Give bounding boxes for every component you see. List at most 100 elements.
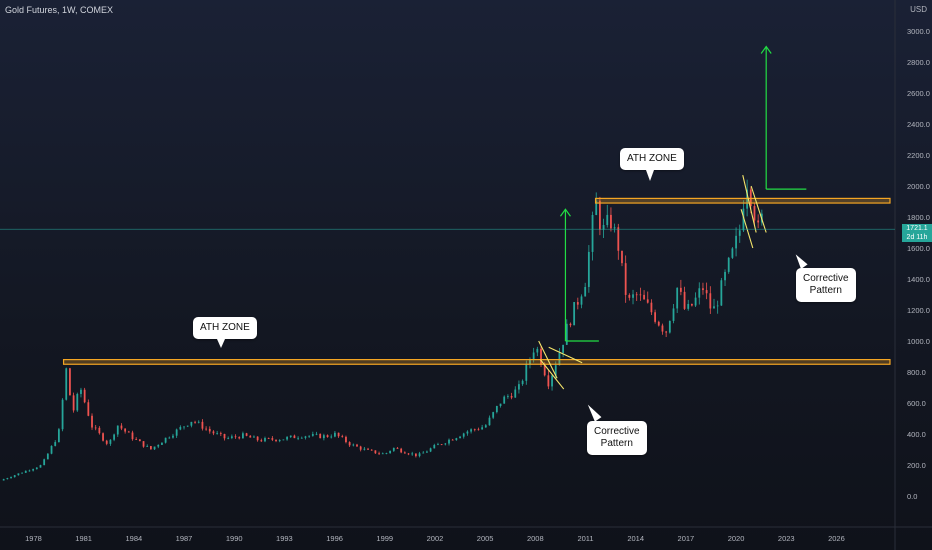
candle-body [506,396,509,397]
price-axis[interactable]: 0.0 200.0 400.0 600.0 800.0 1000.0 1200.0 1400.… [907,27,930,501]
candle-body [451,439,454,441]
candle-body [521,380,524,385]
candle-body [495,405,498,413]
x-tick-label: 1993 [276,534,293,543]
candle-body [282,439,285,441]
candle-body [91,415,93,428]
candle-body [551,375,553,387]
candle-body [94,427,97,429]
candle-body [146,446,149,447]
y-tick-label: 2400.0 [907,120,930,129]
candle-body [414,453,417,457]
wedge-line [742,175,757,233]
wedge-line [750,185,767,233]
candle-body [687,303,690,309]
candle-body [562,344,564,353]
candle-body [17,473,20,476]
candle-body [289,435,292,438]
candle-body [39,465,42,468]
current-price-value: 1721.1 [906,225,928,233]
candle-body [113,434,115,440]
candle-body [179,427,182,430]
candle-body [319,433,322,439]
candle-body [76,393,79,411]
candle-body [124,428,127,432]
x-tick-label: 2017 [678,534,695,543]
candle-body [61,399,64,430]
candle-body [683,291,686,309]
ath-zone-callout-1[interactable]: ATH ZONE [193,317,257,348]
candle-body [197,421,200,423]
candle-body [540,348,542,365]
candle-body [720,280,723,306]
candle-body [300,437,303,439]
candle-body [212,431,215,434]
candle-body [216,433,219,435]
candle-body [131,432,134,440]
candle-body [102,433,104,441]
candle-body [245,433,248,436]
candle-body [705,290,708,294]
candle-body [617,227,620,251]
y-tick-label: 400.0 [907,430,926,439]
corrective-pattern-callout-1[interactable]: Corrective Pattern [587,421,647,455]
y-tick-label: 800.0 [907,368,926,377]
candle-body [529,359,531,365]
candle-body [175,429,178,436]
y-tick-label: 0.0 [907,492,917,501]
candle-body [87,402,90,416]
candle-body [72,395,75,411]
x-tick-label: 1984 [125,534,142,543]
corrective-pattern-callout-2[interactable]: Corrective Pattern [796,268,856,302]
candle-body [6,478,9,480]
candle-body [665,331,668,333]
x-tick-label: 1996 [326,534,343,543]
y-tick-label: 2000.0 [907,182,930,191]
x-tick-label: 2002 [427,534,444,543]
ath-zone-callout-2[interactable]: ATH ZONE [620,148,684,181]
candle-body [488,417,491,426]
candle-body [591,215,594,252]
candle-body [35,467,38,470]
candle-body [80,389,82,394]
candle-body [308,435,311,437]
currency-label: USD [910,5,927,14]
candle-body [326,435,329,438]
candle-body [650,302,653,313]
candle-body [341,436,344,437]
candle-body [444,443,447,445]
callout-text: ATH ZONE [200,322,250,333]
ath-zone-box [594,197,891,204]
candle-body [624,263,627,295]
x-tick-label: 1978 [25,534,42,543]
candle-body [359,446,362,450]
candle-body [422,452,425,454]
candle-body [672,308,675,321]
y-tick-label: 1400.0 [907,275,930,284]
wedge-line [539,359,565,390]
candle-body [337,432,340,437]
candle-body [462,433,465,437]
ath-zone-box [62,359,891,365]
x-tick-label: 1999 [376,534,393,543]
candle-body [278,440,281,442]
callout-text: Pattern [809,285,842,296]
candle-body [50,445,53,454]
x-tick-label: 1987 [176,534,193,543]
candle-body [32,469,35,471]
wedge-line [548,346,583,364]
symbol-title[interactable]: Gold Futures, 1W, COMEX [5,5,114,15]
candle-body [10,477,12,479]
y-tick-label: 1800.0 [907,213,930,222]
time-axis[interactable]: 1978 1981 1984 1987 1990 1993 1996 1999 2002 2005… [25,534,845,543]
candle-body [738,230,741,236]
candle-body [724,271,726,281]
candle-body [311,434,314,436]
candle-body [418,453,421,457]
ath-zones [62,197,891,365]
candle-body [223,433,226,439]
candle-body [426,451,428,453]
x-tick-label: 2014 [627,534,644,543]
